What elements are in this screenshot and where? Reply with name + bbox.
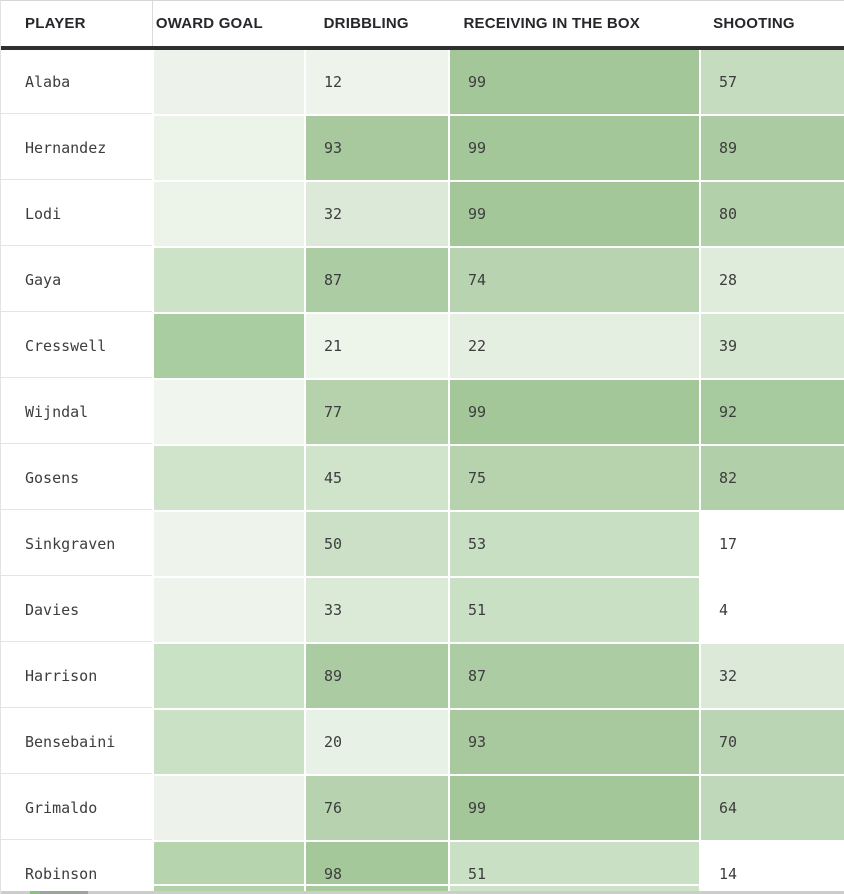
stat-cell-dribbling: 32 <box>306 182 448 246</box>
table-row[interactable]: Davies 33 51 4 <box>1 578 844 642</box>
partial-row-segment <box>306 886 448 891</box>
stat-cell-oward-goal <box>154 512 304 576</box>
stat-cell-receiving-in-the-box: 93 <box>450 710 699 774</box>
stat-cell-shooting: 28 <box>701 248 844 312</box>
player-name-cell: Alaba <box>1 50 152 114</box>
partial-row-segment <box>450 886 699 891</box>
stat-cell-dribbling: 93 <box>306 116 448 180</box>
stat-cell-receiving-in-the-box: 53 <box>450 512 699 576</box>
stat-cell-shooting: 32 <box>701 644 844 708</box>
partial-next-row <box>1 886 844 891</box>
stat-cell-oward-goal <box>154 116 304 180</box>
scroll-content-fragment <box>30 891 40 894</box>
stat-cell-oward-goal <box>154 776 304 840</box>
partial-row-segment <box>154 886 304 891</box>
partial-row-segment <box>1 886 152 891</box>
stat-cell-shooting: 80 <box>701 182 844 246</box>
bottom-overlay <box>1 884 844 894</box>
player-name-cell: Lodi <box>1 182 152 246</box>
partial-row-segment <box>701 886 844 891</box>
stat-cell-receiving-in-the-box: 87 <box>450 644 699 708</box>
player-name-cell: Davies <box>1 578 152 642</box>
stat-cell-oward-goal <box>154 578 304 642</box>
stat-cell-shooting: 89 <box>701 116 844 180</box>
table-row[interactable]: Gaya 87 74 28 <box>1 248 844 312</box>
stat-cell-shooting: 17 <box>701 512 844 576</box>
stat-cell-receiving-in-the-box: 99 <box>450 776 699 840</box>
stat-cell-oward-goal <box>154 644 304 708</box>
stat-cell-receiving-in-the-box: 74 <box>450 248 699 312</box>
stat-cell-dribbling: 20 <box>306 710 448 774</box>
table-row[interactable]: Bensebaini 20 93 70 <box>1 710 844 774</box>
stat-cell-oward-goal <box>154 248 304 312</box>
column-header-shooting[interactable]: SHOOTING <box>713 15 795 32</box>
stat-cell-shooting: 39 <box>701 314 844 378</box>
stat-cell-receiving-in-the-box: 22 <box>450 314 699 378</box>
player-name-cell: Gosens <box>1 446 152 510</box>
player-name-cell: Bensebaini <box>1 710 152 774</box>
stat-cell-oward-goal <box>154 380 304 444</box>
player-name-cell: Grimaldo <box>1 776 152 840</box>
player-name-cell: Gaya <box>1 248 152 312</box>
table-header: PLAYER OWARD GOAL DRIBBLING RECEIVING IN… <box>1 1 844 50</box>
stat-cell-dribbling: 45 <box>306 446 448 510</box>
table-row[interactable]: Grimaldo 76 99 64 <box>1 776 844 840</box>
stat-cell-oward-goal <box>154 314 304 378</box>
stat-cell-dribbling: 76 <box>306 776 448 840</box>
stat-cell-receiving-in-the-box: 99 <box>450 50 699 114</box>
stat-cell-dribbling: 77 <box>306 380 448 444</box>
stat-cell-oward-goal <box>154 50 304 114</box>
column-header-player[interactable]: PLAYER <box>1 1 153 46</box>
stat-cell-oward-goal <box>154 710 304 774</box>
stat-cell-shooting: 57 <box>701 50 844 114</box>
stat-cell-dribbling: 21 <box>306 314 448 378</box>
column-header-receiving-in-the-box[interactable]: RECEIVING IN THE BOX <box>463 15 641 32</box>
player-name-cell: Hernandez <box>1 116 152 180</box>
table-body: Alaba 12 99 57 Hernandez 93 99 89 Lodi 32 99 80 Gaya… <box>1 50 844 894</box>
player-name-cell: Wijndal <box>1 380 152 444</box>
stat-cell-dribbling: 33 <box>306 578 448 642</box>
horizontal-scrollbar-track[interactable] <box>1 891 844 894</box>
stat-cell-dribbling: 87 <box>306 248 448 312</box>
table-row[interactable]: Wijndal 77 99 92 <box>1 380 844 444</box>
stat-cell-receiving-in-the-box: 99 <box>450 116 699 180</box>
stat-cell-receiving-in-the-box: 51 <box>450 578 699 642</box>
column-header-dribbling[interactable]: DRIBBLING <box>323 15 409 32</box>
table-row[interactable]: Hernandez 93 99 89 <box>1 116 844 180</box>
table-row[interactable]: Harrison 89 87 32 <box>1 644 844 708</box>
stat-cell-shooting: 82 <box>701 446 844 510</box>
stat-cell-shooting: 70 <box>701 710 844 774</box>
table-row[interactable]: Sinkgraven 50 53 17 <box>1 512 844 576</box>
player-name-cell: Sinkgraven <box>1 512 152 576</box>
stat-cell-dribbling: 89 <box>306 644 448 708</box>
stat-cell-oward-goal <box>154 446 304 510</box>
table-row[interactable]: Alaba 12 99 57 <box>1 50 844 114</box>
stat-cell-shooting: 4 <box>701 578 844 642</box>
horizontal-scrollbar-thumb[interactable] <box>40 891 88 894</box>
stat-cell-shooting: 92 <box>701 380 844 444</box>
column-header-oward-goal[interactable]: OWARD GOAL <box>155 15 263 32</box>
stat-cell-dribbling: 12 <box>306 50 448 114</box>
table-row[interactable]: Lodi 32 99 80 <box>1 182 844 246</box>
player-name-cell: Cresswell <box>1 314 152 378</box>
stat-cell-receiving-in-the-box: 75 <box>450 446 699 510</box>
table-row[interactable]: Gosens 45 75 82 <box>1 446 844 510</box>
table-row[interactable]: Cresswell 21 22 39 <box>1 314 844 378</box>
stat-cell-receiving-in-the-box: 99 <box>450 182 699 246</box>
stat-cell-shooting: 64 <box>701 776 844 840</box>
stat-cell-oward-goal <box>154 182 304 246</box>
player-name-cell: Harrison <box>1 644 152 708</box>
stat-cell-receiving-in-the-box: 99 <box>450 380 699 444</box>
stat-cell-dribbling: 50 <box>306 512 448 576</box>
